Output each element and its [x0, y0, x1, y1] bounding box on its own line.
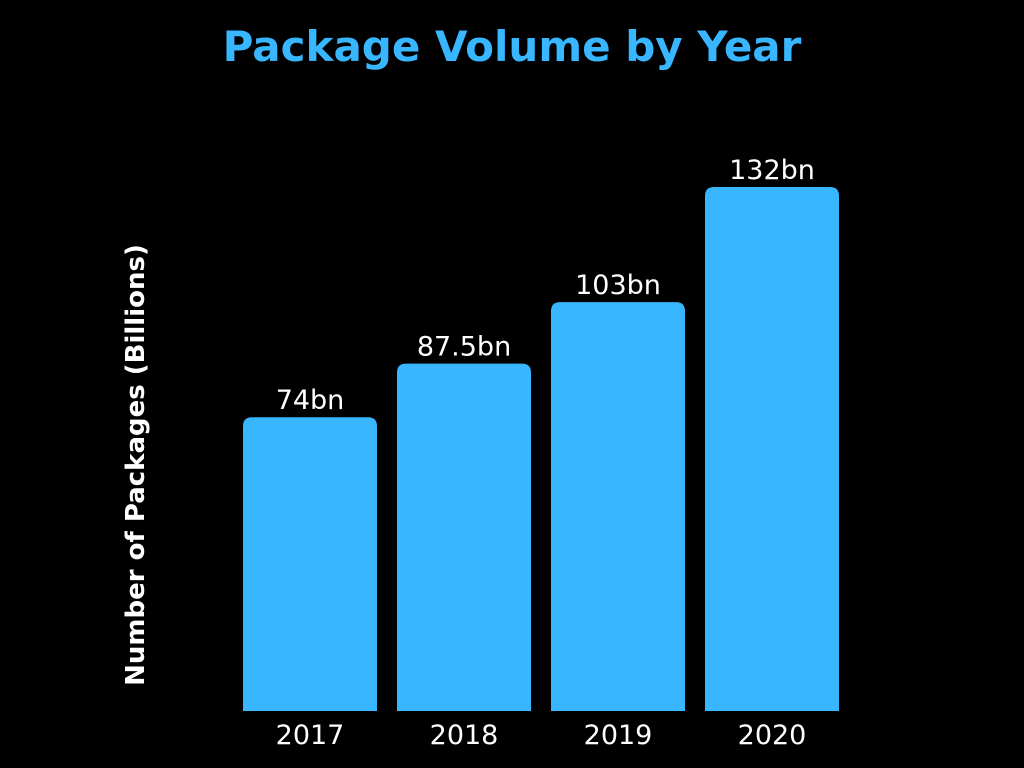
bar-2019 — [551, 302, 685, 711]
x-tick-label-2017: 2017 — [276, 720, 345, 751]
x-tick-label-2018: 2018 — [430, 720, 499, 751]
data-label-2018: 87.5bn — [417, 332, 511, 363]
x-axis-tick-labels: 2017 2018 2019 2020 — [276, 720, 807, 751]
bar-2020 — [705, 187, 839, 711]
y-axis-label: Number of Packages (Billions) — [121, 244, 151, 686]
data-label-2019: 103bn — [575, 270, 661, 301]
bar-2018 — [397, 363, 531, 711]
x-tick-label-2020: 2020 — [738, 720, 807, 751]
bar-2017 — [243, 417, 377, 711]
data-labels-group: 74bn 87.5bn 103bn 132bn — [276, 155, 815, 416]
chart-title: Package Volume by Year — [222, 22, 802, 71]
bars-group — [243, 187, 839, 711]
data-label-2017: 74bn — [276, 385, 345, 416]
data-label-2020: 132bn — [729, 155, 815, 186]
x-tick-label-2019: 2019 — [584, 720, 653, 751]
